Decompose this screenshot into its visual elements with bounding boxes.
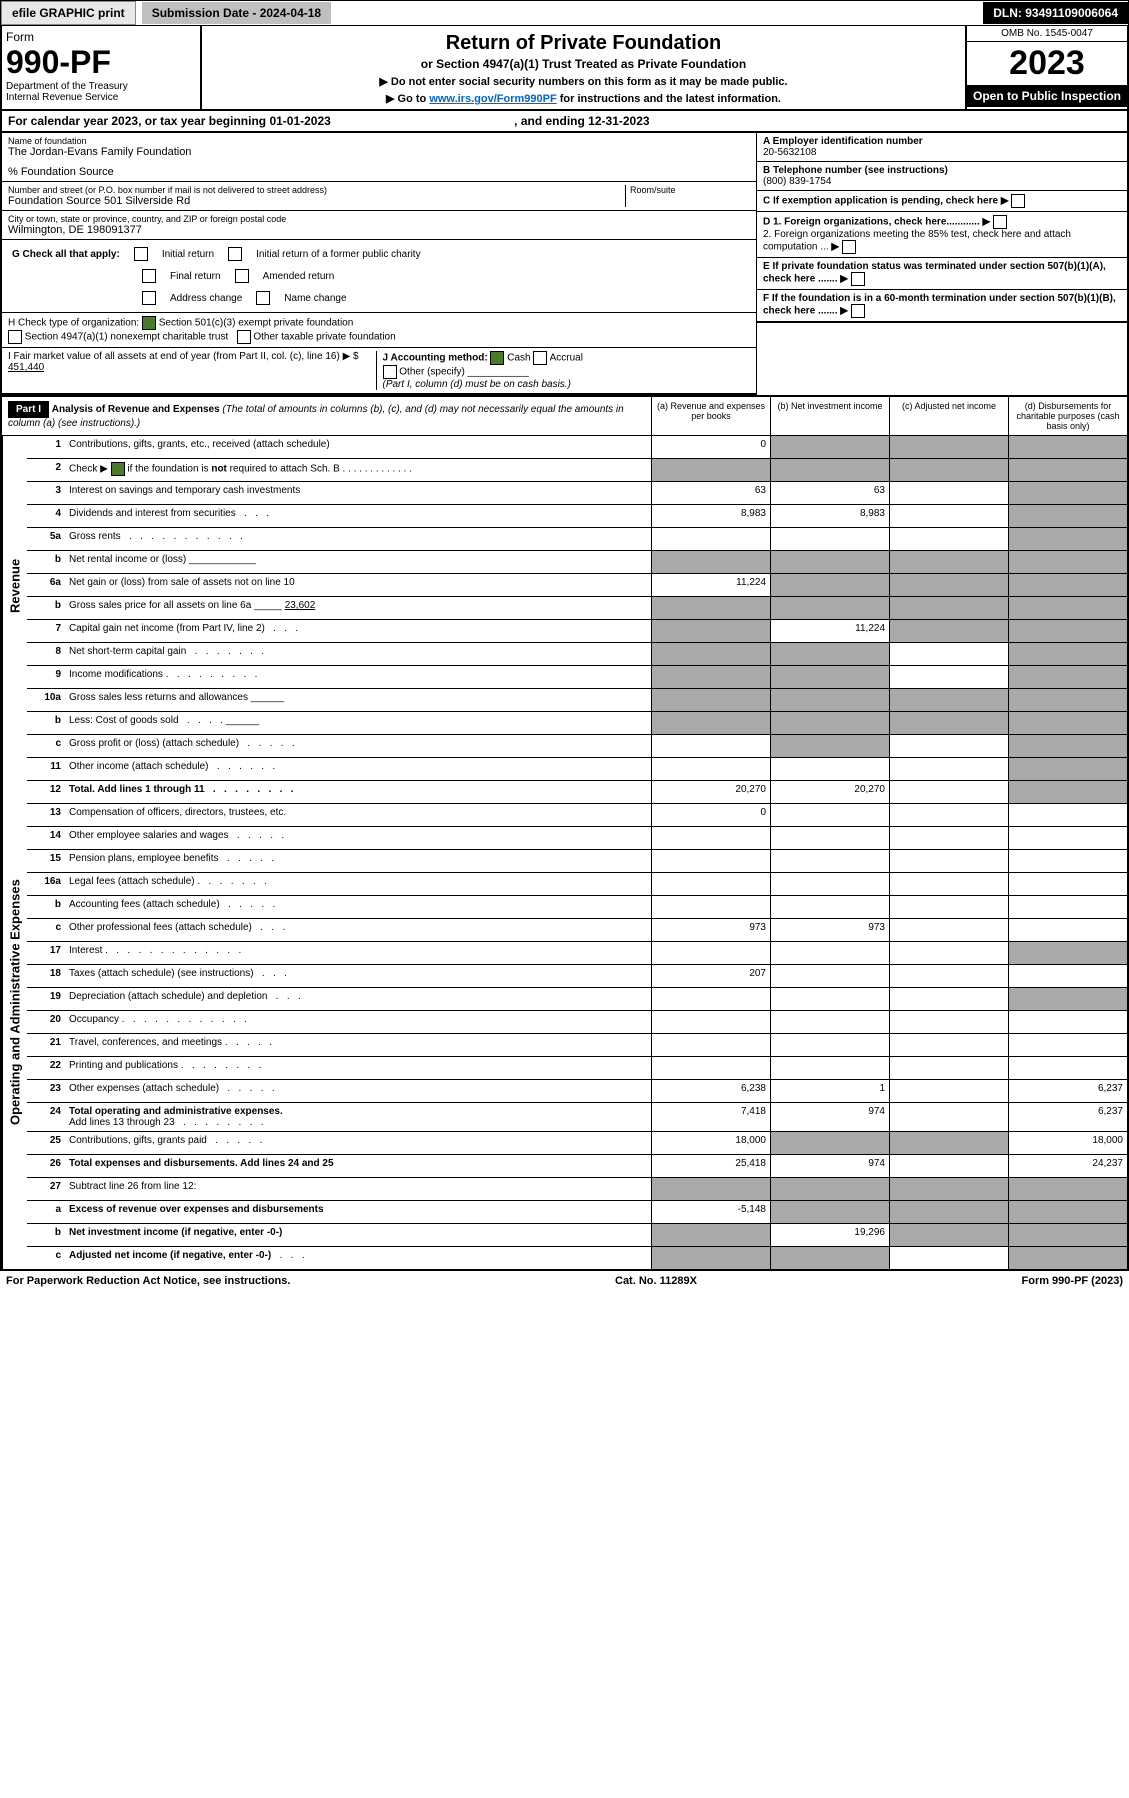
paperwork-notice: For Paperwork Reduction Act Notice, see … [6,1275,290,1287]
address: Foundation Source 501 Silverside Rd [8,195,625,207]
foundation-name: The Jordan-Evans Family Foundation [8,146,750,158]
name-label: Name of foundation [8,136,750,146]
chk-cash[interactable] [490,351,504,365]
phone: (800) 839-1754 [763,176,1121,187]
calendar-year-row: For calendar year 2023, or tax year begi… [0,111,1129,133]
dept: Department of the Treasury [6,81,196,92]
care-of: % Foundation Source [8,166,750,178]
form-header: Form 990-PF Department of the Treasury I… [0,26,1129,111]
chk-f[interactable] [851,304,865,318]
omb: OMB No. 1545-0047 [967,26,1127,42]
fmv: 451,440 [8,362,44,373]
chk-accrual[interactable] [533,351,547,365]
top-bar: efile GRAPHIC print Submission Date - 20… [0,0,1129,26]
col-b: (b) Net investment income [770,397,889,435]
efile-btn[interactable]: efile GRAPHIC print [1,1,136,25]
addr-label: Number and street (or P.O. box number if… [8,185,625,195]
identity-block: Name of foundation The Jordan-Evans Fami… [0,133,1129,395]
form-ref: Form 990-PF (2023) [1022,1275,1123,1287]
chk-c[interactable] [1011,194,1025,208]
chk-initial[interactable] [134,247,148,261]
part1-header-row: Part I Analysis of Revenue and Expenses … [0,395,1129,436]
col-d: (d) Disbursements for charitable purpose… [1008,397,1127,435]
tax-year: 2023 [967,42,1127,85]
form-link[interactable]: www.irs.gov/Form990PF [429,93,556,105]
col-a: (a) Revenue and expenses per books [652,397,770,435]
dln: DLN: 93491109006064 [983,2,1128,24]
chk-d2[interactable] [842,240,856,254]
cat-no: Cat. No. 11289X [615,1275,697,1287]
inspection: Open to Public Inspection [967,85,1127,107]
footer: For Paperwork Reduction Act Notice, see … [0,1271,1129,1291]
section-h: H Check type of organization: Section 50… [2,313,756,348]
form-label: Form [6,30,196,44]
revenue-label: Revenue [2,436,27,736]
chk-name[interactable] [256,291,270,305]
section-g: G Check all that apply: Initial return I… [2,240,756,313]
chk-other-acct[interactable] [383,365,397,379]
chk-e[interactable] [851,272,865,286]
col-c: (c) Adjusted net income [889,397,1008,435]
chk-final[interactable] [142,269,156,283]
chk-501c3[interactable] [142,316,156,330]
city-label: City or town, state or province, country… [8,214,750,224]
chk-4947[interactable] [8,330,22,344]
chk-schb[interactable] [111,462,125,476]
submission-date: Submission Date - 2024-04-18 [142,2,331,24]
chk-initial-former[interactable] [228,247,242,261]
chk-d1[interactable] [993,215,1007,229]
irs: Internal Revenue Service [6,92,196,103]
part1-table: Revenue Operating and Administrative Exp… [0,436,1129,1271]
ein: 20-5632108 [763,147,1121,158]
title: Return of Private Foundation [206,32,961,55]
part1-label: Part I [8,401,49,418]
room-label: Room/suite [630,185,750,195]
chk-other-tax[interactable] [237,330,251,344]
note1: ▶ Do not enter social security numbers o… [206,75,961,88]
city: Wilmington, DE 198091377 [8,224,750,236]
opex-label: Operating and Administrative Expenses [2,736,27,1269]
section-i: I Fair market value of all assets at end… [8,351,359,362]
subtitle: or Section 4947(a)(1) Trust Treated as P… [206,57,961,71]
chk-addr[interactable] [142,291,156,305]
note2: ▶ Go to www.irs.gov/Form990PF for instru… [206,92,961,105]
chk-amended[interactable] [235,269,249,283]
form-number: 990-PF [6,44,196,81]
